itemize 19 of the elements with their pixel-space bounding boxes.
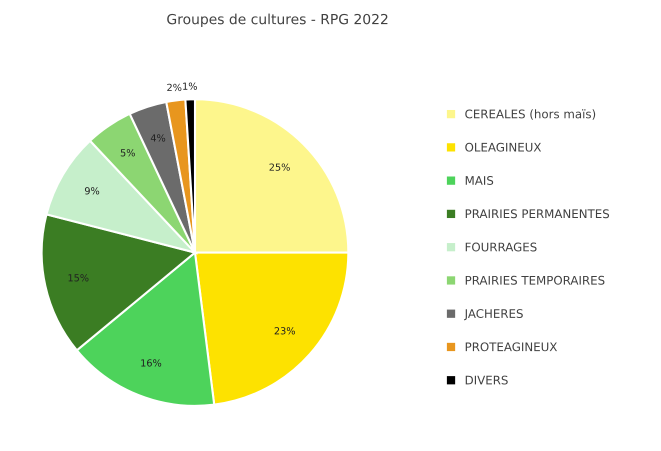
legend-label: OLEAGINEUX	[465, 142, 542, 152]
legend-label: PRAIRIES TEMPORAIRES	[466, 276, 604, 285]
legend-label: FOURRAGES	[466, 242, 537, 252]
data-label: 4%	[150, 134, 166, 142]
data-label: 15%	[68, 274, 89, 282]
data-label: 16%	[141, 359, 162, 367]
chart-title: Groupes de cultures - RPG 2022	[167, 14, 388, 28]
legend-label: CEREALES (hors maïs)	[465, 109, 596, 120]
legend-label: PRAIRIES PERMANENTES	[466, 209, 610, 218]
legend-label: JACHERES	[464, 309, 523, 320]
data-label: 1%	[183, 82, 197, 90]
legend-label: DIVERS	[466, 376, 508, 385]
data-label: 23%	[274, 327, 295, 334]
data-label: 9%	[84, 187, 100, 194]
legend-label: PROTEAGINEUX	[466, 342, 558, 352]
data-label: 2%	[167, 84, 182, 92]
data-label: 25%	[269, 163, 290, 171]
legend-label: MAIS	[466, 176, 494, 185]
data-label: 5%	[120, 149, 135, 156]
